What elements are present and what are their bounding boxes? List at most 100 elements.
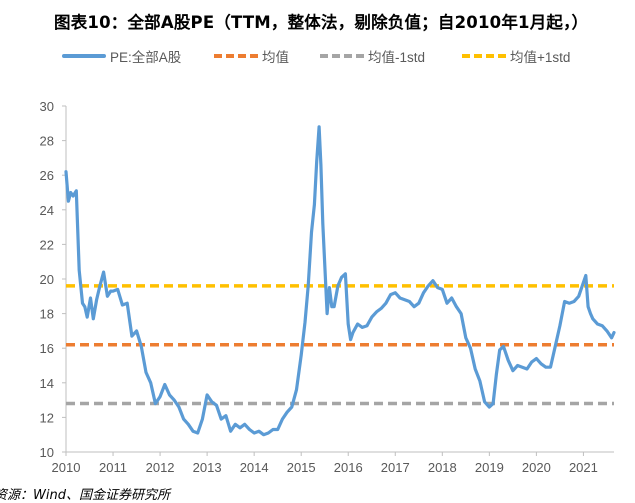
- pe-data-point: [92, 317, 95, 320]
- pe-data-point: [336, 284, 340, 288]
- pe-data-point: [229, 430, 232, 433]
- reference-lines: [66, 284, 614, 406]
- pe-data-point: [394, 291, 397, 294]
- y-tick-label: 14: [40, 376, 54, 391]
- y-tick-label: 26: [40, 168, 54, 183]
- y-axis: 10 12 14 16 18 20 22 24 26 28 30: [40, 99, 66, 460]
- x-tick-label: 2011: [99, 460, 127, 475]
- legend-item-plus-std: 均值+1std: [462, 45, 570, 67]
- pe-data-point: [310, 231, 313, 234]
- pe-data-point: [601, 324, 604, 327]
- pe-data-point: [344, 272, 347, 275]
- pe-data-point: [577, 295, 580, 298]
- pe-data-point: [224, 414, 228, 417]
- legend-label-minus-std: 均值-1std: [368, 50, 426, 65]
- pe-data-point: [488, 405, 491, 409]
- pe-data-point: [591, 317, 594, 320]
- pe-data-point: [303, 321, 307, 324]
- pe-data-point: [163, 383, 166, 386]
- pe-data-point: [516, 364, 519, 367]
- pe-data-point: [177, 405, 181, 409]
- pe-data-point: [495, 372, 498, 376]
- pe-data-point: [459, 312, 463, 315]
- pe-data-point: [95, 298, 98, 301]
- pe-data-point: [422, 291, 425, 294]
- pe-data-point: [243, 423, 246, 426]
- pe-data-point: [267, 431, 270, 435]
- pe-data-point: [257, 430, 261, 433]
- x-tick-label: 2010: [52, 460, 81, 475]
- pe-data-point: [111, 289, 115, 293]
- pe-data-point: [295, 388, 298, 391]
- pe-data-point: [549, 366, 552, 369]
- pe-data-point: [220, 417, 223, 421]
- pe-data-point: [525, 367, 529, 371]
- pe-data-point: [521, 366, 524, 369]
- pe-data-point: [356, 322, 359, 326]
- pe-data-point: [539, 362, 543, 365]
- pe-data-point: [149, 381, 152, 384]
- pe-data-point: [347, 322, 350, 326]
- pe-data-point: [389, 293, 392, 296]
- pe-data-point: [450, 296, 453, 300]
- pe-data-point: [563, 300, 566, 303]
- pe-data-point: [328, 286, 331, 289]
- y-tick-label: 30: [40, 99, 54, 114]
- y-tick-label: 22: [40, 237, 54, 252]
- pe-data-point: [313, 203, 316, 206]
- pe-data-point: [589, 312, 592, 315]
- x-tick-label: 2016: [334, 460, 363, 475]
- pe-data-point: [441, 288, 444, 291]
- x-tick-label: 2014: [240, 460, 269, 475]
- pe-data-point: [330, 305, 333, 308]
- pe-data-point: [325, 312, 329, 315]
- pe-data-point: [511, 369, 515, 372]
- pe-data-point: [196, 431, 199, 435]
- pe-data-point: [323, 262, 326, 265]
- legend-swatch-pe: [62, 54, 106, 58]
- pe-data-point: [300, 353, 303, 357]
- pe-data-point: [81, 302, 84, 305]
- pe-data-point: [281, 417, 284, 421]
- pe-data-point: [568, 302, 571, 305]
- pe-data-point: [332, 305, 336, 308]
- y-tick-label: 18: [40, 307, 54, 322]
- pe-data-point: [351, 331, 355, 334]
- x-tick-label: 2013: [193, 460, 222, 475]
- pe-data-point: [89, 296, 92, 300]
- pe-data-point: [262, 433, 265, 436]
- pe-data-point: [558, 324, 562, 327]
- pe-data-point: [276, 428, 279, 431]
- pe-data-point: [554, 345, 557, 348]
- pe-data-point: [315, 160, 318, 163]
- y-tick-label: 20: [40, 272, 54, 287]
- pe-data-point: [361, 326, 364, 329]
- pe-data-point: [572, 300, 576, 303]
- pe-data-point: [427, 284, 430, 288]
- pe-data-point: [584, 274, 587, 277]
- pe-data-point: [307, 284, 310, 288]
- pe-data-point: [67, 200, 70, 203]
- pe-data-point: [182, 417, 185, 421]
- x-tick-label: 2012: [146, 460, 175, 475]
- legend-item-pe: PE:全部A股: [62, 45, 181, 67]
- y-tick-label: 12: [40, 410, 54, 425]
- x-tick-label: 2017: [381, 460, 410, 475]
- legend-item-mean: 均值: [214, 45, 289, 67]
- pe-data-point: [140, 345, 143, 348]
- pe-data-point: [191, 430, 195, 433]
- pe-data-point: [130, 334, 134, 338]
- pe-data-point: [498, 348, 501, 352]
- pe-data-point: [431, 279, 435, 282]
- pe-data-point: [116, 288, 119, 291]
- y-tick-label: 10: [40, 445, 54, 460]
- pe-data-point: [238, 426, 242, 429]
- pe-data-point: [605, 329, 609, 333]
- pe-data-point: [483, 400, 486, 403]
- pe-data-point: [464, 336, 467, 339]
- x-tick-label: 2019: [475, 460, 504, 475]
- pe-data-point: [69, 191, 72, 194]
- pe-data-point: [201, 417, 204, 421]
- pe-data-point: [469, 347, 472, 350]
- pe-data-point: [365, 324, 369, 327]
